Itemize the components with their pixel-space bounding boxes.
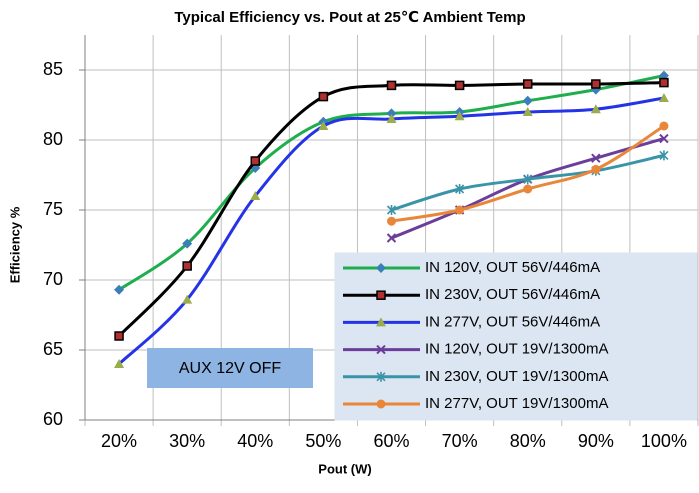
annotation: AUX 12V OFF xyxy=(179,360,281,377)
data-point xyxy=(182,238,193,249)
y-axis-label: Efficiency % xyxy=(7,206,22,283)
data-point xyxy=(114,359,125,368)
data-point xyxy=(386,205,397,215)
data-point xyxy=(591,164,601,174)
y-tick-label: 85 xyxy=(43,59,63,79)
x-tick-label: 50% xyxy=(305,431,341,451)
data-point xyxy=(182,261,192,271)
data-point xyxy=(455,205,465,215)
data-point xyxy=(250,156,261,166)
data-point xyxy=(659,77,669,88)
data-point xyxy=(591,79,601,89)
x-tick-label: 30% xyxy=(169,431,205,451)
x-tick-label: 40% xyxy=(237,431,273,451)
y-tick-label: 70 xyxy=(43,269,63,289)
x-tick-label: 80% xyxy=(510,431,546,451)
data-point xyxy=(455,184,465,194)
data-point xyxy=(659,121,669,131)
x-tick-label: 70% xyxy=(442,431,478,451)
legend-marker xyxy=(376,317,386,327)
legend-box xyxy=(334,252,698,421)
legend-label: IN 277V, OUT 19V/1300mA xyxy=(425,395,608,412)
data-point xyxy=(182,294,193,304)
series-line xyxy=(118,74,665,292)
data-point xyxy=(523,174,533,185)
data-point xyxy=(114,284,125,295)
series-line xyxy=(118,96,665,366)
legend-label: IN 120V, OUT 56V/446mA xyxy=(425,259,600,276)
data-point xyxy=(454,111,465,121)
series-line xyxy=(117,81,664,338)
data-point xyxy=(658,93,669,102)
legend-label: IN 277V, OUT 56V/446mA xyxy=(425,313,600,330)
data-point xyxy=(590,104,601,114)
x-tick-label: 90% xyxy=(578,431,614,451)
data-point xyxy=(386,114,397,123)
x-tick-label: 20% xyxy=(101,431,137,451)
data-point xyxy=(522,95,533,106)
chart-title: Typical Efficiency vs. Pout at 25℃ Ambie… xyxy=(174,9,525,26)
x-tick-label: 60% xyxy=(373,431,409,451)
x-tick-label: 100% xyxy=(641,431,687,451)
data-point xyxy=(659,133,669,144)
x-axis-label: Pout (W) xyxy=(318,461,371,476)
legend-marker xyxy=(376,263,386,273)
data-point xyxy=(386,108,397,119)
data-point xyxy=(522,107,533,116)
y-tick-label: 65 xyxy=(43,339,63,359)
legend-marker xyxy=(376,290,386,300)
data-point xyxy=(387,216,396,226)
data-point xyxy=(250,191,261,200)
y-tick-label: 80 xyxy=(43,129,63,149)
y-tick-label: 75 xyxy=(43,199,63,219)
annotation-box xyxy=(147,348,313,388)
data-point xyxy=(318,91,329,102)
data-point xyxy=(522,79,533,89)
legend-marker xyxy=(376,399,386,409)
data-point xyxy=(659,150,669,161)
data-point xyxy=(386,233,397,243)
legend-label: IN 120V, OUT 19V/1300mA xyxy=(425,341,608,358)
y-tick-label: 60 xyxy=(43,409,63,429)
data-point xyxy=(591,153,601,163)
legend-marker xyxy=(376,371,386,382)
legend-label: IN 230V, OUT 56V/446mA xyxy=(425,286,600,303)
data-point xyxy=(386,80,397,91)
data-point xyxy=(318,121,329,130)
legend-label: IN 230V, OUT 19V/1300mA xyxy=(425,368,608,385)
legend-marker xyxy=(376,344,386,355)
data-point xyxy=(114,331,124,341)
data-point xyxy=(523,184,533,194)
data-point xyxy=(454,80,465,91)
